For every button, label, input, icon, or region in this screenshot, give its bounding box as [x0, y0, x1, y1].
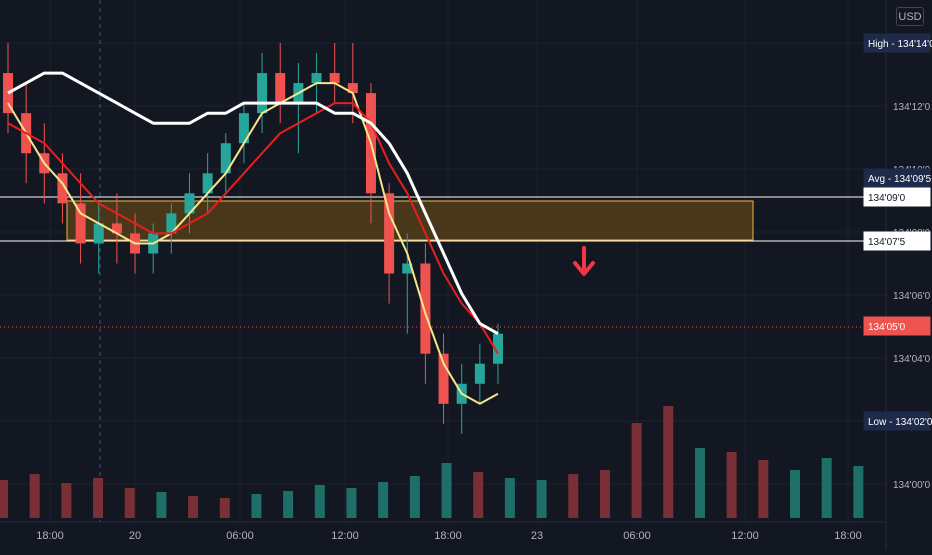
candle-bull — [257, 73, 268, 114]
volume-bar — [726, 452, 737, 518]
y-tick-label: 134'04'0 — [893, 354, 931, 365]
candle-bull — [474, 363, 485, 384]
resistance-zone-group — [0, 196, 886, 328]
y-tick-label: 134'00'0 — [893, 480, 931, 491]
candle-bear — [57, 173, 68, 204]
x-tick-label: 20 — [129, 530, 141, 542]
moving-average-lines — [7, 71, 499, 405]
candle-bear — [384, 193, 395, 274]
volume-bar — [409, 476, 420, 518]
volume-bar — [821, 458, 832, 518]
volume-bar — [473, 472, 484, 518]
candle-bear — [111, 223, 122, 234]
candle-bear — [347, 83, 358, 94]
volume-bar — [314, 485, 325, 518]
avg-badge-bg — [863, 168, 931, 188]
candle-bull — [402, 263, 413, 274]
candle-bull — [311, 73, 322, 84]
low-badge-text: Low - 134'02'0 — [868, 417, 932, 428]
volume-bar — [568, 474, 579, 518]
x-tick-label: 06:00 — [226, 530, 254, 542]
candle-bull — [220, 143, 231, 174]
low-badge: Low - 134'02'0 — [863, 411, 932, 431]
line-lower-badge-text: 134'07'5 — [868, 237, 906, 248]
candle-bull — [493, 333, 503, 364]
volume-bar — [853, 466, 864, 518]
x-tick-label: 12:00 — [731, 530, 759, 542]
volume-bar — [93, 478, 104, 518]
candle-bear — [75, 203, 86, 244]
candle-bull — [184, 193, 195, 214]
ema-mid-line — [7, 102, 499, 355]
line-lower-badge: 134'07'5 — [863, 231, 931, 251]
x-tick-label: 18:00 — [434, 530, 462, 542]
volume-bar — [124, 488, 135, 518]
candle-bear — [3, 73, 13, 114]
volume-bar — [156, 492, 167, 518]
x-tick-label: 06:00 — [623, 530, 651, 542]
currency-badge[interactable]: USD — [896, 7, 924, 26]
volume-bar — [378, 482, 389, 518]
resistance-zone — [66, 200, 754, 241]
volume-bar — [61, 483, 72, 518]
line-upper-badge-bg — [863, 187, 931, 207]
volume-bar — [631, 423, 642, 518]
candle-bear — [438, 353, 449, 404]
candle-bear — [275, 73, 286, 104]
avg-badge: Avg - 134'09'5 — [863, 168, 932, 188]
volume-bar — [346, 488, 357, 518]
low-badge-bg — [863, 411, 931, 431]
high-badge-bg — [863, 33, 931, 53]
line-lower-badge-bg — [863, 231, 931, 251]
volume-bar — [694, 448, 705, 518]
forecast-arrow-group — [573, 246, 595, 276]
volume-bar — [283, 491, 294, 518]
volume-bar — [188, 496, 199, 518]
volume-bar — [441, 463, 452, 518]
y-tick-label: 134'12'0 — [893, 102, 931, 113]
volume-bar — [0, 480, 8, 518]
candle-bull — [238, 113, 249, 144]
x-tick-label: 18:00 — [36, 530, 64, 542]
current-price-badge-text: 134'05'0 — [868, 322, 906, 333]
x-tick-label: 23 — [531, 530, 543, 542]
y-tick-label: 134'06'0 — [893, 291, 931, 302]
sma-slow-line — [7, 71, 499, 336]
forecast-down-arrow-icon — [573, 246, 595, 276]
current-price-badge-bg — [863, 316, 931, 336]
volume-bars — [0, 406, 864, 518]
candle-bear — [329, 73, 340, 84]
candle-bear — [420, 263, 431, 354]
ema-fast-line — [7, 82, 499, 405]
line-upper-badge-text: 134'09'0 — [868, 193, 906, 204]
candle-bull — [166, 213, 177, 234]
high-badge: High - 134'14'0 — [863, 33, 932, 53]
x-tick-label: 18:00 — [834, 530, 862, 542]
volume-bar — [758, 460, 769, 518]
candle-bull — [93, 223, 104, 244]
price-badges: High - 134'14'0 Avg - 134'09'5 134'09'0 134… — [863, 33, 932, 431]
volume-bar — [790, 470, 800, 518]
volume-bar — [599, 470, 610, 518]
volume-bar — [663, 406, 674, 518]
candle-bull — [202, 173, 213, 194]
volume-bar — [29, 474, 40, 518]
volume-bar — [536, 480, 547, 518]
high-badge-text: High - 134'14'0 — [868, 39, 932, 50]
line-upper-badge: 134'09'0 — [863, 187, 931, 207]
x-tick-label: 12:00 — [331, 530, 359, 542]
volume-bar — [251, 494, 262, 518]
grid — [0, 0, 886, 522]
current-price-badge: 134'05'0 — [863, 316, 931, 336]
volume-bar — [219, 498, 230, 518]
volume-bar — [504, 478, 515, 518]
avg-badge-text: Avg - 134'09'5 — [868, 174, 932, 185]
